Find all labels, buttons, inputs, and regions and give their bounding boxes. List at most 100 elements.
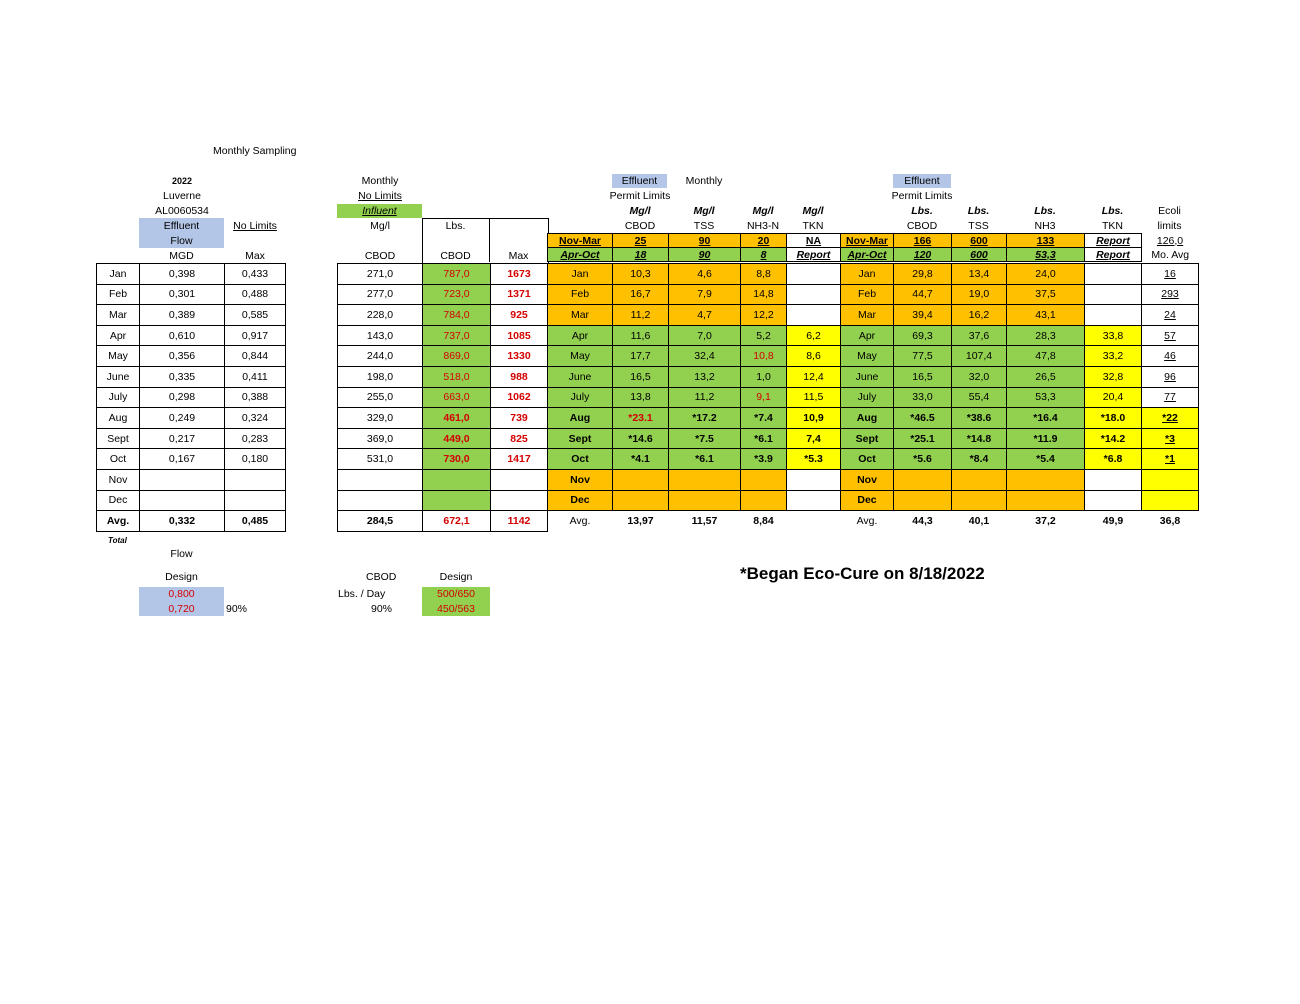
design-cbod-lbs-day: Lbs. / Day: [338, 588, 386, 600]
mgl-row: Sept *14.6 *7.5 *6.1 7,4: [547, 427, 841, 450]
effluent-mgl-permit-limits: Permit Limits: [609, 190, 671, 202]
flow-row: May 0,356 0,844: [96, 345, 286, 367]
influent-mgl-cell: 277,0: [337, 283, 423, 306]
mgl-row: Dec: [547, 489, 841, 512]
lbs-tkn-cell: *6.8: [1084, 448, 1142, 470]
mgl-nov-mar-cbod: 25: [612, 233, 669, 248]
mgl-unit-tkn: Mg/l: [802, 205, 824, 217]
influent-no-limits-label: No Limits: [358, 190, 402, 202]
lbs-value-cell: 13,4: [951, 263, 1007, 285]
lbs-month-cell: Dec: [840, 489, 894, 512]
lbs-tkn-cell: 32,8: [1084, 365, 1142, 388]
mgl-value-cell: 12,2: [740, 304, 787, 326]
mgl-value-cell: 5,2: [740, 324, 787, 347]
mgl-value-cell: 7,0: [668, 324, 741, 347]
mgl-apr-oct-nh3: 8: [740, 247, 787, 262]
mgl-avg-value: 8,84: [740, 510, 787, 531]
lbs-value-cell: 107,4: [951, 345, 1007, 367]
mgl-row: May 17,7 32,4 10,8 8,6: [547, 345, 841, 367]
mgl-value-cell: 8,8: [740, 263, 787, 285]
flow-max-cell: 0,844: [224, 345, 286, 367]
influent-row: 277,0 723,0 1371: [337, 283, 548, 306]
mgl-value-cell: *6.1: [668, 448, 741, 470]
lbs-value-cell: *5.4: [1006, 448, 1085, 470]
ecoli-cell: 46: [1141, 345, 1199, 367]
mgl-value-cell: 13,8: [612, 386, 669, 409]
flow-mgd-cell: [139, 489, 225, 512]
influent-avg-lbs: 672,1: [422, 510, 491, 532]
lbs-month-cell: Oct: [840, 448, 894, 470]
mgl-row: July 13,8 11,2 9,1 11,5: [547, 386, 841, 409]
design-cbod-label: CBOD: [366, 571, 397, 583]
mgl-month-cell: Sept: [547, 427, 613, 450]
month-cell: May: [96, 345, 140, 367]
lbs-value-cell: [951, 468, 1007, 491]
lbs-avg-value: 44,3: [893, 510, 952, 531]
influent-lbs-cell: 787,0: [422, 263, 491, 285]
lbs-value-cell: *11.9: [1006, 427, 1085, 450]
flow-max-cell: 0,324: [224, 407, 286, 429]
effluent-lbs-label-bg: [893, 174, 951, 188]
lbs-param-nh3: NH3: [1034, 220, 1056, 232]
lbs-value-cell: [893, 489, 952, 512]
mgl-row: Mar 11,2 4,7 12,2: [547, 304, 841, 326]
influent-mgl-header: Mg/l: [370, 220, 390, 232]
mgl-row: June 16,5 13,2 1,0 12,4: [547, 365, 841, 388]
mgl-value-cell: 16,5: [612, 365, 669, 388]
influent-row: 228,0 784,0 925: [337, 304, 548, 326]
flow-max-cell: 0,283: [224, 427, 286, 450]
mgl-value-cell: 16,7: [612, 283, 669, 306]
lbs-avg-value: 49,9: [1084, 510, 1142, 531]
lbs-avg-value: 36,8: [1141, 510, 1199, 531]
influent-mgl-cell: [337, 468, 423, 491]
mgl-row: Feb 16,7 7,9 14,8: [547, 283, 841, 306]
permit-number: AL0060534: [155, 205, 209, 217]
design-cbod-90-value: 450/563: [437, 603, 475, 615]
mgl-value-cell: 14,8: [740, 283, 787, 306]
total-label: Total: [108, 536, 127, 545]
lbs-value-cell: *8.4: [951, 448, 1007, 470]
lbs-month-cell: May: [840, 345, 894, 367]
month-cell: Jan: [96, 263, 140, 285]
mgl-value-cell: 32,4: [668, 345, 741, 367]
flow-max-cell: [224, 468, 286, 491]
mgl-row: Jan 10,3 4,6 8,8: [547, 263, 841, 285]
influent-max-cell: [490, 489, 548, 512]
ecoli-cell: [1141, 468, 1199, 491]
influent-mgl-cell: 228,0: [337, 304, 423, 326]
lbs-tkn-cell: [1084, 304, 1142, 326]
mgl-month-cell: June: [547, 365, 613, 388]
lbs-tkn-cell: [1084, 468, 1142, 491]
influent-cbod-mgl-header: CBOD: [364, 250, 396, 262]
mgl-value-cell: *17.2: [668, 407, 741, 429]
mgl-row: Nov: [547, 468, 841, 491]
influent-max-cell: 1062: [490, 386, 548, 409]
mgl-value-cell: *7.5: [668, 427, 741, 450]
lbs-value-cell: [1006, 489, 1085, 512]
mgl-nov-mar-tss: 90: [668, 233, 741, 248]
mgl-tkn-cell: 11,5: [786, 386, 841, 409]
influent-avg-max: 1142: [490, 510, 548, 532]
mgl-value-cell: 11,2: [668, 386, 741, 409]
lbs-row: Apr 69,3 37,6 28,3 33,8 57: [840, 324, 1199, 347]
lbs-param-cbod: CBOD: [906, 220, 938, 232]
influent-mgl-cell: 244,0: [337, 345, 423, 367]
influent-lbs-cell: 784,0: [422, 304, 491, 326]
mgl-value-cell: 17,7: [612, 345, 669, 367]
flow-avg-max: 0,485: [224, 510, 286, 532]
lbs-apr-oct-label: Apr-Oct: [840, 247, 894, 262]
ecoli-cell: 96: [1141, 365, 1199, 388]
influent-mgl-cell: 198,0: [337, 365, 423, 388]
influent-max-cell: 988: [490, 365, 548, 388]
influent-row: 531,0 730,0 1417: [337, 448, 548, 470]
mgl-value-cell: 11,6: [612, 324, 669, 347]
influent-mgl-cell: 143,0: [337, 324, 423, 347]
lbs-value-cell: 69,3: [893, 324, 952, 347]
influent-max-cell: 1371: [490, 283, 548, 306]
lbs-tkn-cell: [1084, 263, 1142, 285]
effluent-lbs-permit-limits: Permit Limits: [891, 190, 953, 202]
influent-row: 369,0 449,0 825: [337, 427, 548, 450]
ecoli-label: Ecoli: [1158, 205, 1181, 217]
flow-row: Sept 0,217 0,283: [96, 427, 286, 450]
influent-lbs-cell: [422, 489, 491, 512]
